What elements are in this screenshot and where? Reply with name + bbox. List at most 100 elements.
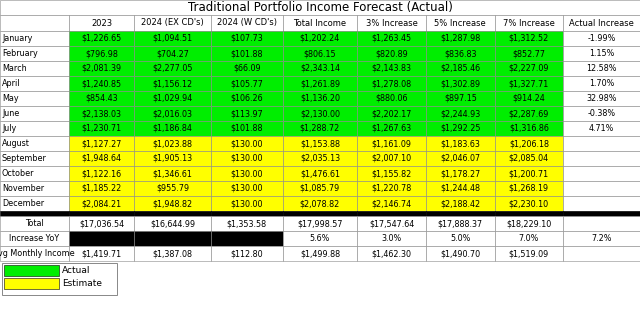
Text: $1,094.51: $1,094.51 [153, 34, 193, 43]
Text: 7.2%: 7.2% [591, 234, 612, 243]
Bar [134, 46, 211, 61]
Bar [282, 246, 358, 261]
Bar [358, 31, 426, 46]
Bar [563, 15, 640, 31]
Bar [563, 166, 640, 181]
Bar [495, 216, 563, 231]
Bar [211, 46, 282, 61]
Bar [563, 231, 640, 246]
Text: $107.73: $107.73 [230, 34, 263, 43]
Bar [68, 121, 134, 136]
Text: 7% Increase: 7% Increase [503, 18, 555, 28]
Bar [426, 121, 495, 136]
Bar [563, 46, 640, 61]
Text: $880.06: $880.06 [376, 94, 408, 103]
Bar [211, 196, 282, 211]
Bar [358, 106, 426, 121]
Bar [495, 46, 563, 61]
Text: $1,316.86: $1,316.86 [509, 124, 549, 133]
Bar [282, 106, 358, 121]
Text: September: September [2, 154, 47, 163]
Bar [426, 46, 495, 61]
Bar [563, 211, 640, 216]
Bar [495, 181, 563, 196]
Bar [282, 211, 358, 216]
Text: $101.88: $101.88 [230, 124, 263, 133]
Bar [358, 196, 426, 211]
Text: $2,007.10: $2,007.10 [372, 154, 412, 163]
Text: $66.09: $66.09 [233, 64, 260, 73]
Bar [68, 76, 134, 91]
Text: $1,519.09: $1,519.09 [509, 249, 549, 258]
Bar [0, 76, 68, 91]
Text: $1,476.61: $1,476.61 [300, 169, 340, 178]
Text: $106.26: $106.26 [230, 94, 263, 103]
Text: $1,186.84: $1,186.84 [153, 124, 193, 133]
Text: $1,353.58: $1,353.58 [227, 219, 267, 228]
Bar [495, 211, 563, 216]
Bar [495, 106, 563, 121]
Text: $1,948.64: $1,948.64 [81, 154, 122, 163]
Bar [211, 216, 282, 231]
Bar [358, 46, 426, 61]
Text: $17,547.64: $17,547.64 [369, 219, 414, 228]
Text: February: February [2, 49, 38, 58]
Bar [0, 121, 68, 136]
Text: $1,226.65: $1,226.65 [81, 34, 122, 43]
Text: 5.0%: 5.0% [450, 234, 470, 243]
Text: $2,143.83: $2,143.83 [372, 64, 412, 73]
Text: $1,327.71: $1,327.71 [509, 79, 549, 88]
Bar [495, 231, 563, 246]
Bar [358, 231, 426, 246]
Bar [426, 15, 495, 31]
Text: 2024 (EX CD's): 2024 (EX CD's) [141, 18, 204, 28]
Text: $101.88: $101.88 [230, 49, 263, 58]
Text: $1,490.70: $1,490.70 [440, 249, 481, 258]
Text: $17,998.57: $17,998.57 [297, 219, 343, 228]
Bar [134, 136, 211, 151]
Bar [134, 246, 211, 261]
Bar [0, 151, 68, 166]
Bar [68, 91, 134, 106]
Bar [68, 196, 134, 211]
Text: April: April [2, 79, 20, 88]
Text: $17,036.54: $17,036.54 [79, 219, 124, 228]
Text: $836.83: $836.83 [444, 49, 477, 58]
Bar [211, 246, 282, 261]
Text: Avg Monthly Income: Avg Monthly Income [0, 249, 75, 258]
Bar [134, 61, 211, 76]
Text: March: March [2, 64, 27, 73]
Text: $1,244.48: $1,244.48 [440, 184, 481, 193]
Bar [68, 231, 134, 246]
Bar [134, 91, 211, 106]
Text: $2,130.00: $2,130.00 [300, 109, 340, 118]
Bar [563, 216, 640, 231]
Bar [426, 61, 495, 76]
Bar [282, 216, 358, 231]
Text: $1,185.22: $1,185.22 [81, 184, 122, 193]
Text: $2,138.03: $2,138.03 [81, 109, 122, 118]
Text: $1,499.88: $1,499.88 [300, 249, 340, 258]
Text: $2,227.09: $2,227.09 [509, 64, 549, 73]
Bar [495, 15, 563, 31]
Text: $1,202.24: $1,202.24 [300, 34, 340, 43]
Bar [0, 196, 68, 211]
Bar [358, 91, 426, 106]
Bar [4, 265, 59, 276]
Bar [134, 31, 211, 46]
Bar [282, 166, 358, 181]
Bar [211, 121, 282, 136]
Text: $1,122.16: $1,122.16 [81, 169, 122, 178]
Text: $2,078.82: $2,078.82 [300, 199, 340, 208]
Text: $2,244.93: $2,244.93 [440, 109, 481, 118]
Text: $2,185.46: $2,185.46 [440, 64, 481, 73]
Bar [0, 166, 68, 181]
Bar [134, 15, 211, 31]
Bar [495, 31, 563, 46]
Text: $1,287.98: $1,287.98 [440, 34, 481, 43]
Text: $1,312.52: $1,312.52 [509, 34, 549, 43]
Bar [426, 196, 495, 211]
Text: 1.70%: 1.70% [589, 79, 614, 88]
Text: $1,178.27: $1,178.27 [440, 169, 481, 178]
Text: $1,183.63: $1,183.63 [440, 139, 480, 148]
